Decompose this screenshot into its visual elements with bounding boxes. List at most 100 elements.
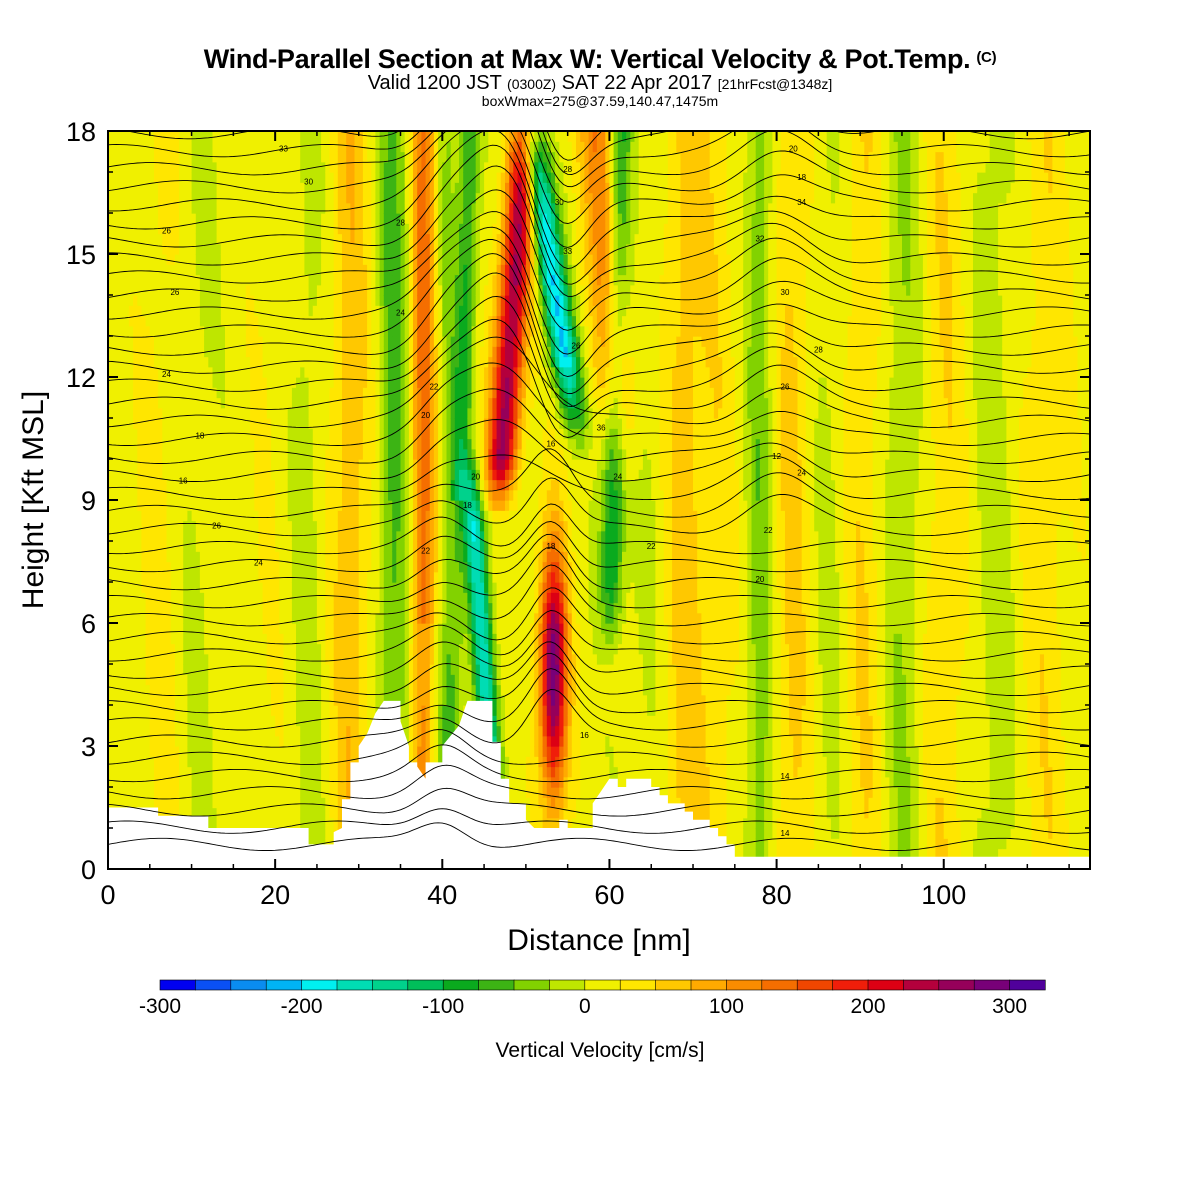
y-tick-label: 18 (66, 117, 96, 147)
theta-contour-label: 36 (597, 423, 606, 432)
colorbar-labels: -300 -200 -100 0 100 200 300 (139, 995, 1027, 1018)
y-tick-labels: 0 3 6 9 12 15 18 (66, 117, 96, 885)
colorbar (159, 979, 1046, 991)
colorbar-swatch (442, 979, 480, 991)
theta-contour-label: 28 (396, 218, 405, 227)
chart-title: Wind-Parallel Section at Max W: Vertical… (203, 44, 997, 74)
colorbar-swatch (973, 979, 1011, 991)
x-axis-title: Distance [nm] (507, 924, 690, 957)
y-axis-title: Height [Kft MSL] (17, 391, 50, 609)
x-tick-label: 0 (100, 880, 115, 910)
colorbar-label: 300 (992, 995, 1027, 1018)
theta-contour-labels: 33 30 28 26 26 24 24 22 20 18 16 26 24 22 20 18 16 36 33 30… (162, 145, 823, 839)
theta-contour-label: 18 (463, 501, 472, 510)
colorbar-swatch (195, 979, 232, 991)
theta-contours (108, 131, 1090, 851)
theta-contour-label: 33 (563, 247, 572, 256)
theta-contour-label: 22 (429, 382, 438, 391)
theta-contour-label: 32 (755, 235, 764, 244)
theta-contour-label: 16 (546, 440, 555, 449)
theta-contour-label: 20 (789, 145, 798, 154)
x-tick-label: 20 (260, 880, 290, 910)
y-tick-label: 6 (81, 609, 96, 639)
theta-contour-label: 20 (755, 575, 764, 584)
colorbar-swatch (726, 979, 763, 991)
theta-contour-label: 26 (572, 341, 581, 350)
colorbar-label: -100 (422, 995, 464, 1018)
theta-contour-label: 22 (647, 542, 656, 551)
colorbar-swatch (796, 979, 834, 991)
x-tick-label: 40 (427, 880, 457, 910)
colorbar-swatch (832, 979, 869, 991)
theta-contour-label: 16 (580, 731, 589, 740)
colorbar-swatch (230, 979, 267, 991)
theta-contour-label: 30 (304, 177, 313, 186)
colorbar-title: Vertical Velocity [cm/s] (496, 1039, 705, 1062)
theta-contour-label: 14 (781, 772, 790, 781)
theta-contour-label: 22 (421, 546, 430, 555)
y-tick-label: 9 (81, 486, 96, 516)
theta-contour-label: 22 (764, 526, 773, 535)
colorbar-swatch (903, 979, 940, 991)
y-tick-label: 15 (66, 240, 96, 270)
terrain-mask (108, 700, 1090, 869)
theta-contour-label: 18 (195, 432, 204, 441)
colorbar-swatch (513, 979, 551, 991)
colorbar-label: 100 (709, 995, 744, 1018)
colorbar-swatch (549, 979, 586, 991)
y-tick-label: 0 (81, 855, 96, 885)
colorbar-swatch (407, 979, 444, 991)
colorbar-swatch (372, 979, 409, 991)
y-tick-label: 3 (81, 732, 96, 762)
theta-contour-label: 24 (162, 370, 171, 379)
theta-contour-label: 14 (781, 829, 790, 838)
colorbar-swatch (159, 979, 197, 991)
theta-contour-label: 34 (797, 198, 806, 207)
colorbar-swatch (761, 979, 798, 991)
colorbar-swatch (478, 979, 515, 991)
theta-contour-label: 18 (546, 542, 555, 551)
colorbar-swatch (619, 979, 657, 991)
theta-contour-label: 24 (613, 473, 622, 482)
theta-contour-label: 12 (772, 452, 781, 461)
x-tick-label: 100 (921, 880, 966, 910)
colorbar-label: -200 (281, 995, 323, 1018)
axis-ticks (107, 130, 1090, 870)
colorbar-label: 200 (850, 995, 885, 1018)
theta-contour-label: 24 (797, 468, 806, 477)
theta-contour-label: 18 (797, 173, 806, 182)
colorbar-swatch (867, 979, 905, 991)
colorbar-swatch (938, 979, 975, 991)
colorbar-swatch (301, 979, 338, 991)
vertical-velocity-field (108, 131, 1090, 869)
y-tick-label: 12 (66, 363, 96, 393)
theta-contour-label: 20 (421, 411, 430, 420)
colorbar-label: 0 (579, 995, 591, 1018)
colorbar-swatch (265, 979, 303, 991)
theta-contour-label: 26 (170, 288, 179, 297)
theta-contour-label: 24 (396, 309, 405, 318)
chart-subtitle-valid: Valid 1200 JST (0300Z) SAT 22 Apr 2017 [… (367, 72, 833, 94)
colorbar-swatch (336, 979, 374, 991)
theta-contour-label: 30 (555, 198, 564, 207)
x-tick-label: 80 (762, 880, 792, 910)
theta-contour-label: 28 (814, 345, 823, 354)
colorbar-swatch (690, 979, 728, 991)
colorbar-swatch (655, 979, 692, 991)
theta-contour-label: 26 (781, 382, 790, 391)
theta-contour-label: 20 (471, 473, 480, 482)
theta-contour-label: 16 (179, 477, 188, 486)
theta-contour-label: 26 (212, 522, 221, 531)
theta-contour-label: 33 (279, 145, 288, 154)
theta-contour-label: 24 (254, 559, 263, 568)
theta-contour-label: 26 (162, 227, 171, 236)
x-tick-label: 60 (594, 880, 624, 910)
colorbar-swatch (1009, 979, 1046, 991)
chart-subtitle-box: boxWmax=275@37.59,140.47,1475m (481, 93, 719, 109)
colorbar-swatch (584, 979, 621, 991)
x-tick-labels: 0 20 40 60 80 100 (100, 880, 966, 910)
colorbar-label: -300 (139, 995, 181, 1018)
theta-contour-label: 28 (563, 165, 572, 174)
theta-contour-label: 30 (781, 288, 790, 297)
